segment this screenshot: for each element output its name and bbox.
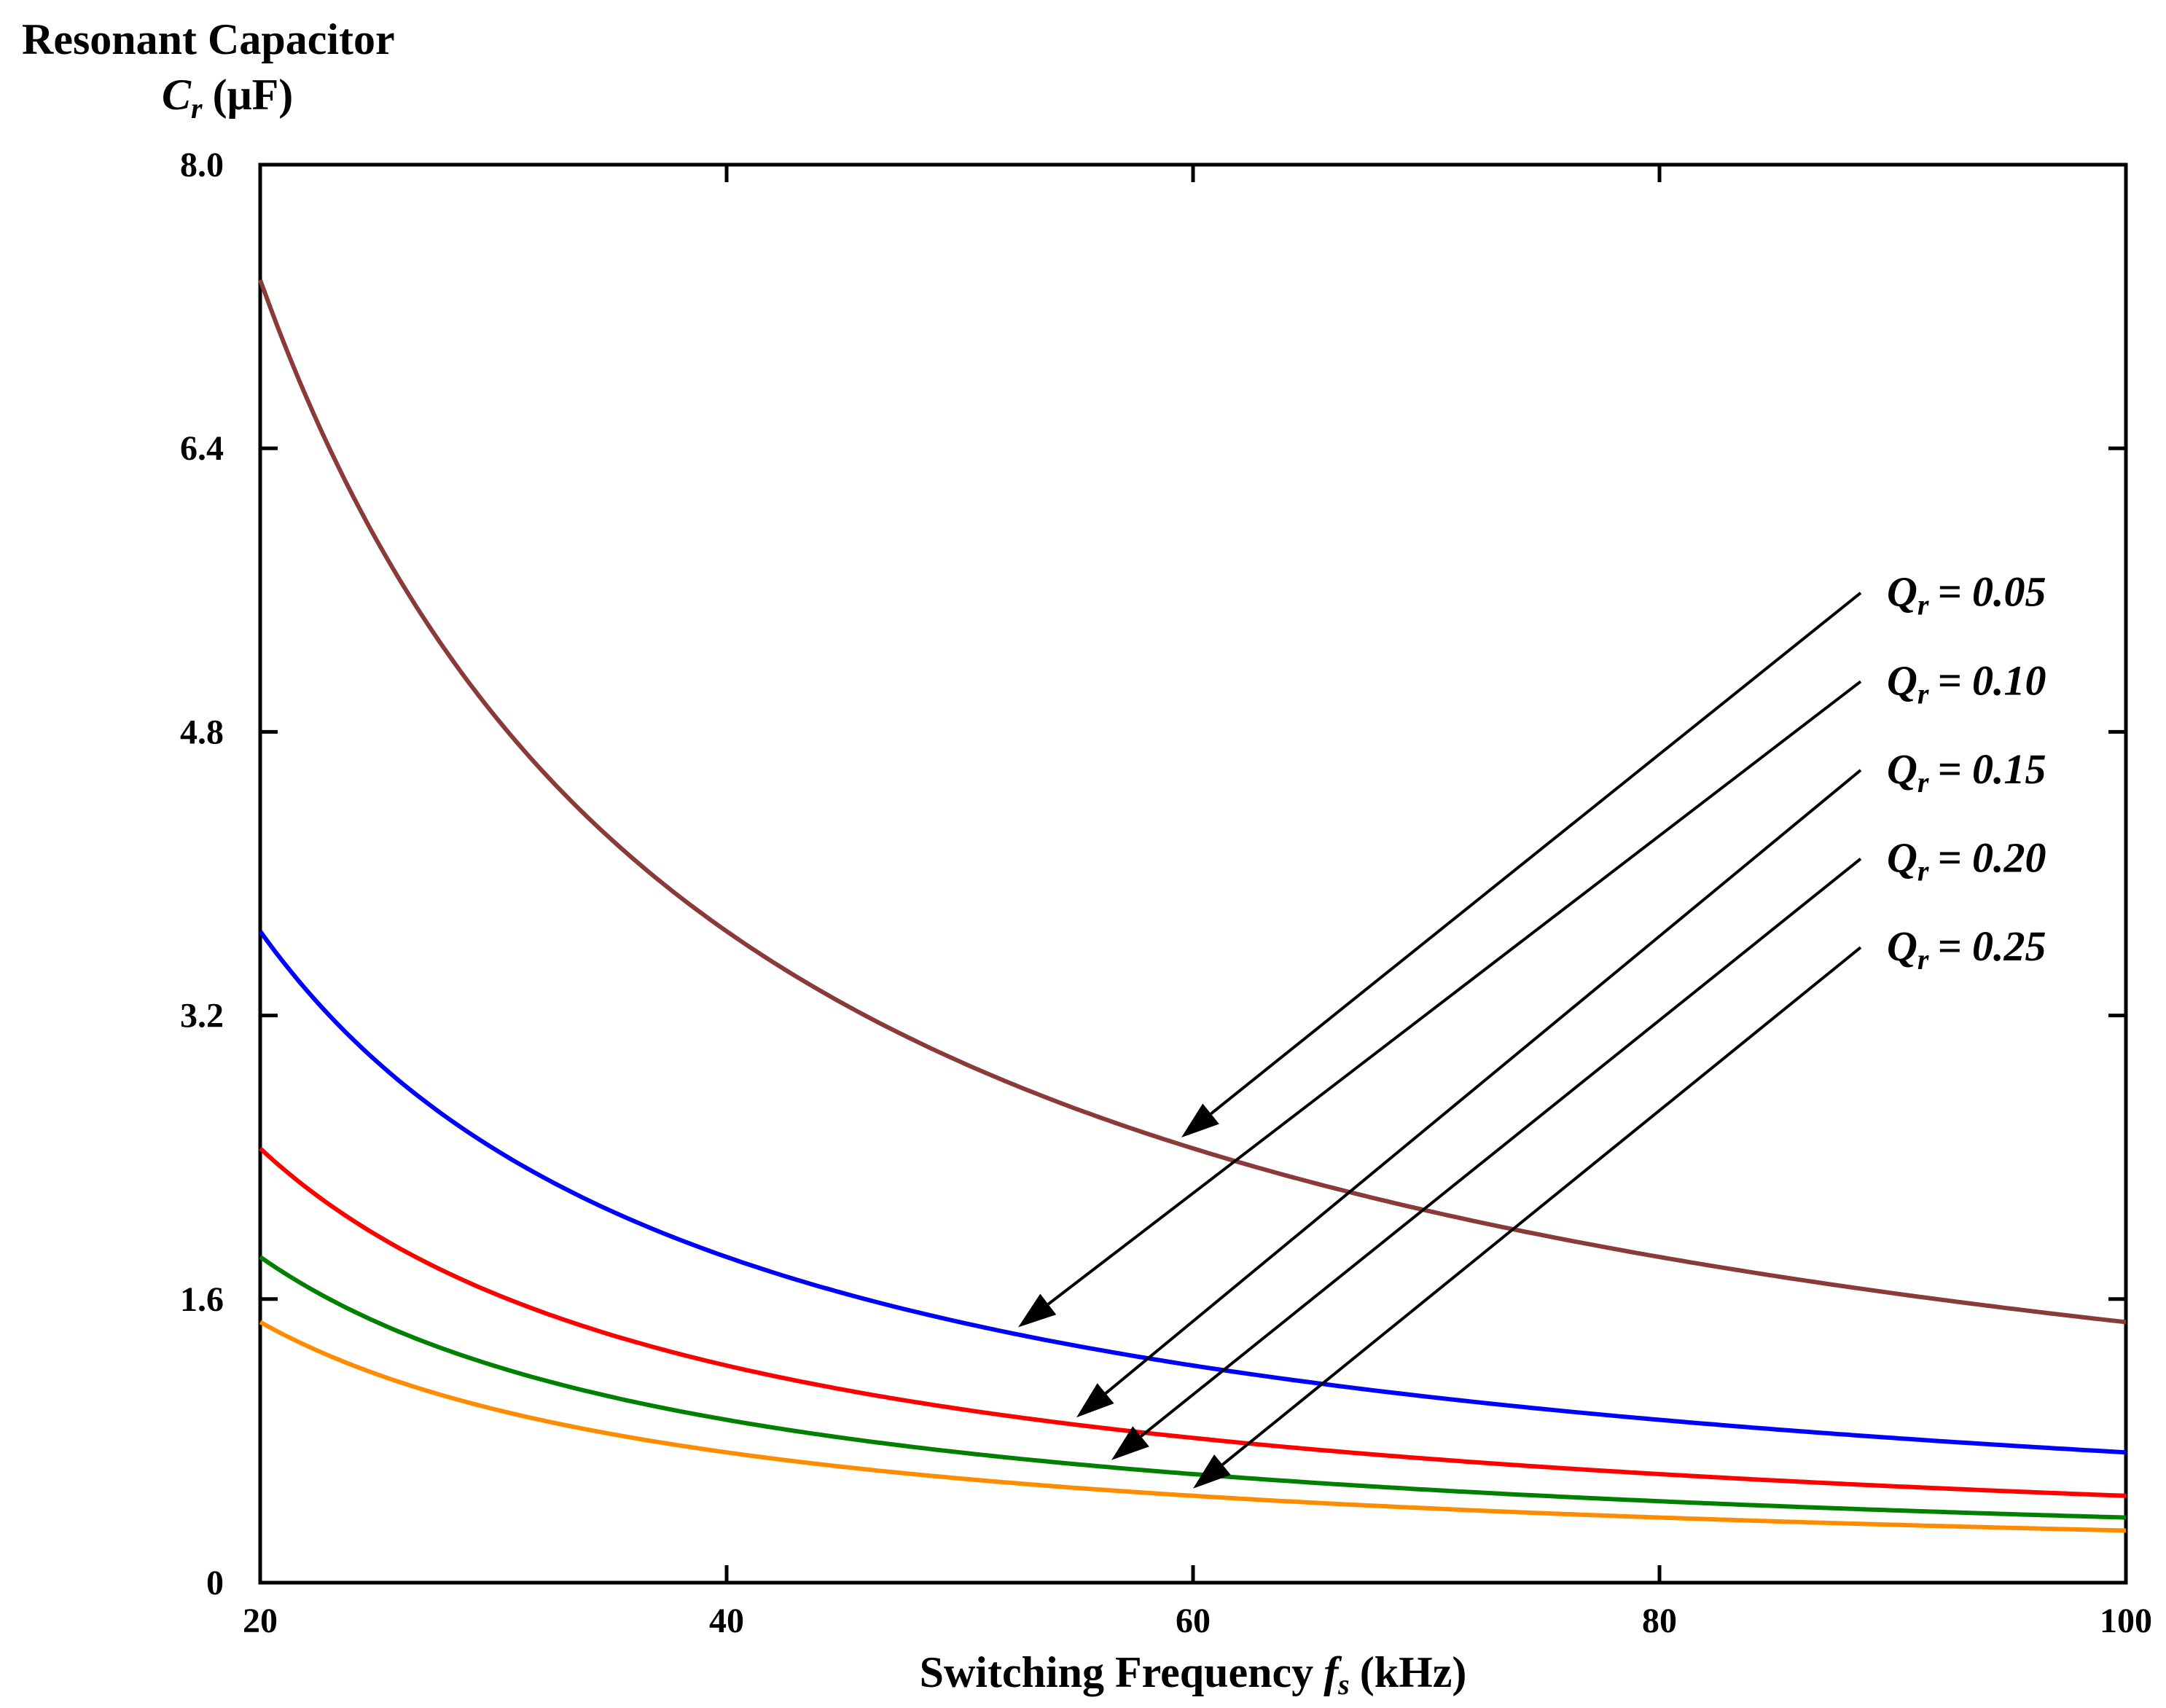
x-tick-label: 60 <box>1176 1602 1211 1640</box>
y-tick-label: 1.6 <box>180 1280 224 1319</box>
y-tick-label: 3.2 <box>180 997 224 1035</box>
x-tick-label: 40 <box>709 1602 744 1640</box>
y-axis-unit: (μF) <box>213 71 294 119</box>
annotation-arrow-head <box>1018 1293 1057 1328</box>
annotation-arrow-shaft <box>1104 769 1862 1395</box>
series-annotation-label: Qr = 0.15 <box>1887 745 2046 799</box>
x-tick-label: 100 <box>2100 1602 2152 1640</box>
series-annotation-label: Qr = 0.10 <box>1887 657 2046 710</box>
series-line <box>258 279 2127 1325</box>
annotation-arrow-head <box>1076 1383 1114 1418</box>
y-axis-subscript: r <box>191 92 203 125</box>
y-axis-symbol: C <box>162 71 192 119</box>
annotation-arrow-head <box>1181 1103 1219 1138</box>
series-annotation-label: Qr = 0.25 <box>1887 922 2046 976</box>
annotation-arrow-shaft <box>1047 680 1862 1306</box>
axis-tick-labels: 20 40 60 80 100 0 1.6 3.2 4.8 6.4 8.0 <box>180 146 2152 1640</box>
x-tick-label: 20 <box>243 1602 278 1640</box>
series-annotation-label: Qr = 0.05 <box>1887 568 2046 622</box>
series-annotation-label: Qr = 0.20 <box>1887 834 2046 888</box>
axis-ticks <box>258 162 2128 1585</box>
series-annotations: Qr = 0.05 Qr = 0.10 Qr = 0.15 Qr = 0.20 Qr = 0.25 <box>1887 568 2046 976</box>
annotation-arrow-head <box>1193 1454 1231 1489</box>
y-axis-label-line1: Resonant Capacitor <box>22 15 395 63</box>
series-line <box>258 1146 2127 1498</box>
x-tick-label: 80 <box>1642 1602 1677 1640</box>
y-tick-label: 0 <box>206 1564 224 1602</box>
series-line <box>258 930 2127 1455</box>
x-axis-label: Switching Frequency fs (kHz) <box>920 1648 1467 1701</box>
annotation-arrow-shaft <box>1221 946 1862 1466</box>
plot-frame <box>258 162 2128 1585</box>
x-axis-text: Switching Frequency <box>920 1648 1314 1696</box>
x-axis-unit: (kHz) <box>1360 1648 1467 1696</box>
annotation-arrow-head <box>1111 1426 1149 1460</box>
series-line <box>259 1320 2127 1533</box>
annotation-arrows <box>1018 592 1862 1489</box>
series-curves <box>258 279 2127 1533</box>
x-axis-subscript: s <box>1337 1668 1350 1701</box>
y-tick-label: 8.0 <box>180 146 224 184</box>
y-tick-label: 6.4 <box>180 429 224 468</box>
annotation-arrow-shaft <box>1140 858 1862 1438</box>
y-tick-label: 4.8 <box>180 713 224 751</box>
annotation-arrow-shaft <box>1210 592 1862 1116</box>
y-axis-label-line2: Cr (μF) <box>162 71 293 125</box>
series-line <box>259 1255 2127 1520</box>
